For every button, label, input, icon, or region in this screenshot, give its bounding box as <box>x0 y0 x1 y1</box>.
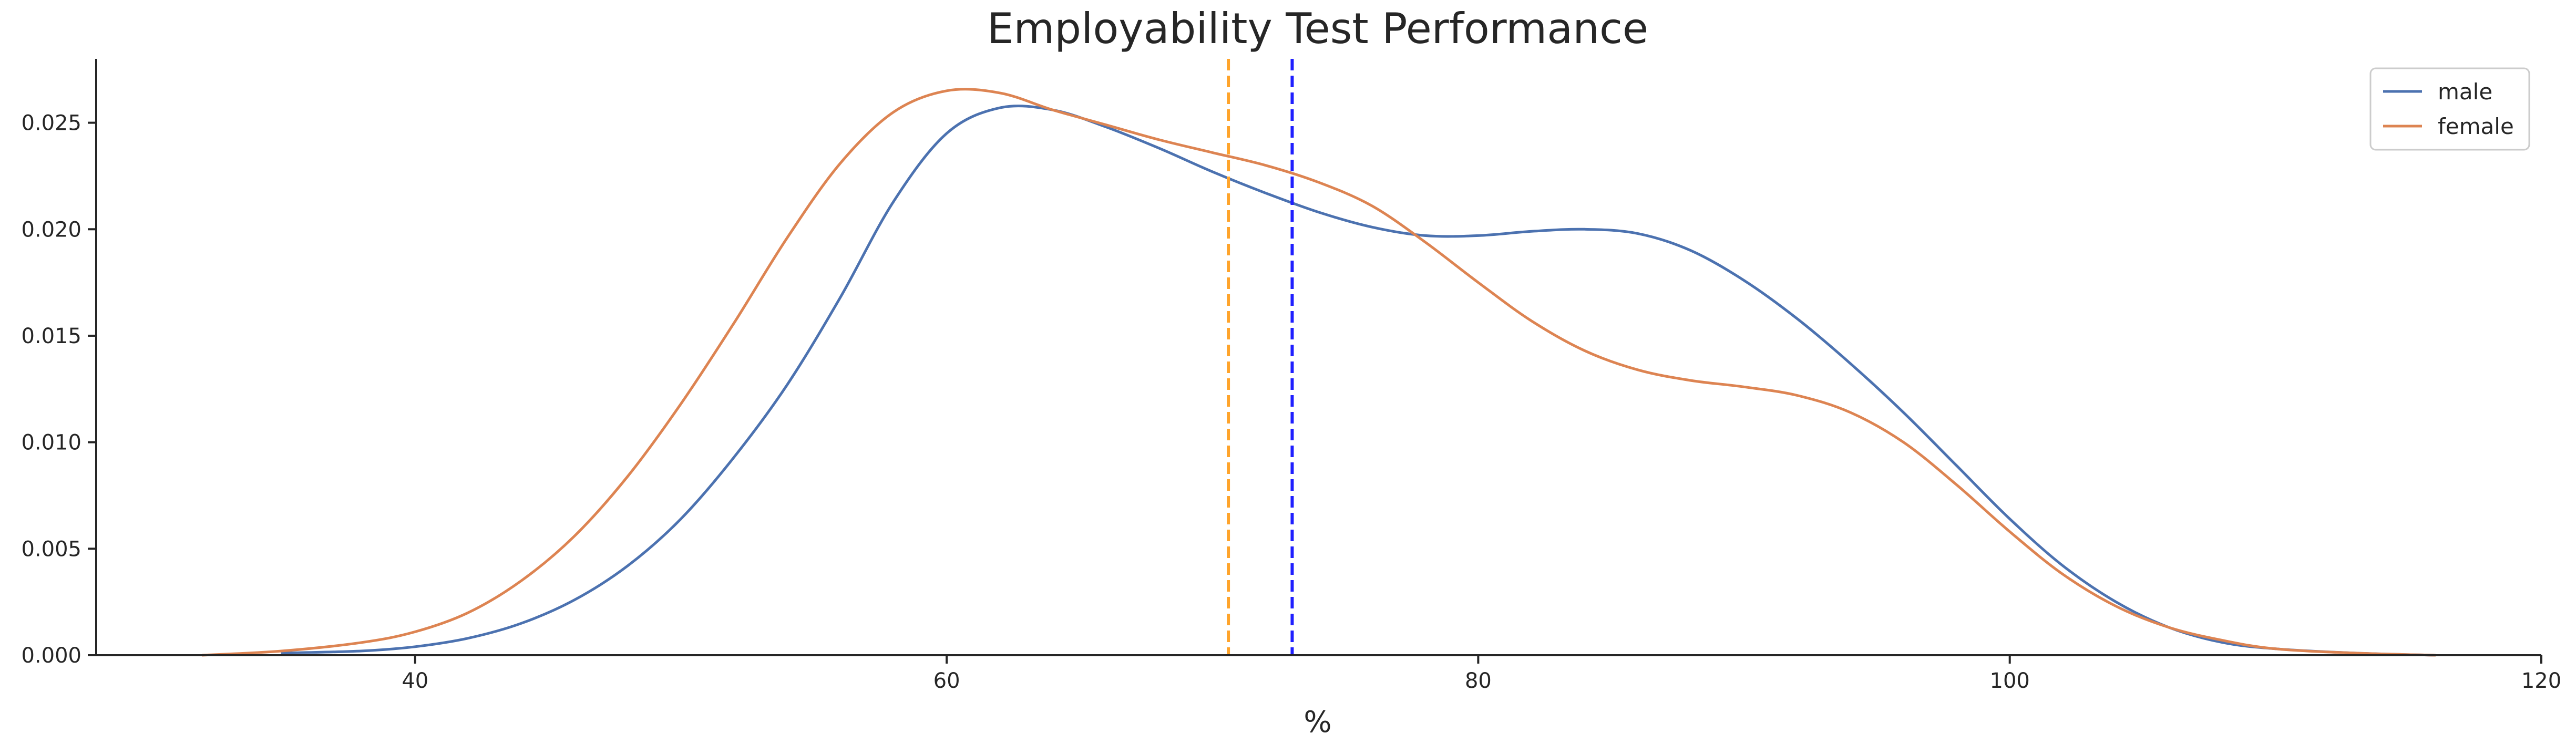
chart-title: Employability Test Performance <box>987 4 1648 53</box>
x-axis-title: % <box>1304 705 1331 739</box>
legend-label-male: male <box>2438 79 2492 105</box>
x-tick-label: 80 <box>1465 669 1492 693</box>
y-tick-label: 0.020 <box>21 218 81 242</box>
y-tick-label: 0.025 <box>21 111 81 136</box>
x-axis-ticks: 40 60 80 100 120 <box>402 655 2561 693</box>
y-tick-label: 0.000 <box>21 644 81 668</box>
y-tick-label: 0.005 <box>21 537 81 561</box>
series-line-female <box>201 88 2437 657</box>
series-line-male <box>281 105 2437 657</box>
x-tick-label: 100 <box>1990 669 2030 693</box>
y-axis-ticks: 0.000 0.005 0.010 0.015 0.020 0.025 <box>21 111 96 668</box>
legend-box <box>2369 67 2530 151</box>
plot-area <box>201 59 2437 657</box>
x-tick-label: 60 <box>933 669 960 693</box>
x-tick-label: 120 <box>2521 669 2561 693</box>
x-tick-label: 40 <box>402 669 428 693</box>
legend-label-female: female <box>2438 113 2514 139</box>
y-tick-label: 0.015 <box>21 324 81 348</box>
y-tick-label: 0.010 <box>21 431 81 455</box>
legend: male female <box>2369 67 2530 151</box>
